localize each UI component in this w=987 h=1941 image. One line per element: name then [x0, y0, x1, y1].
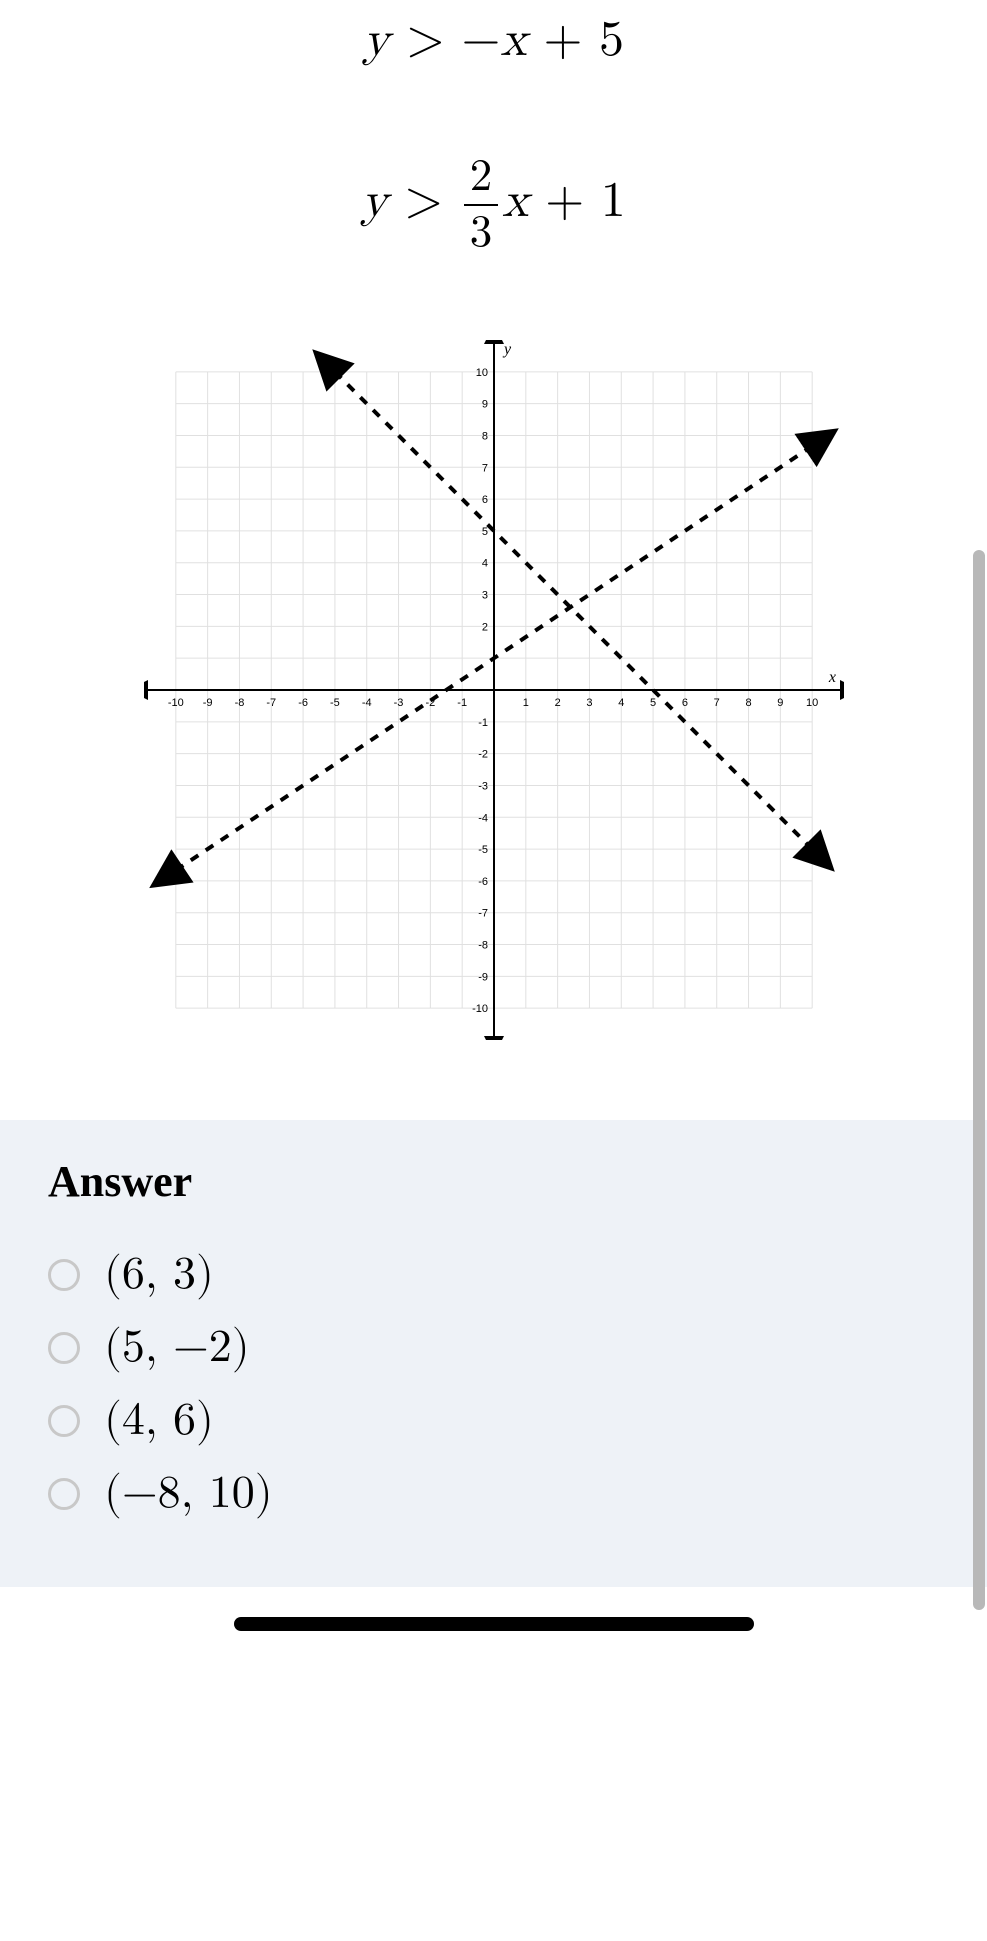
answer-heading: Answer — [48, 1156, 939, 1207]
svg-text:3: 3 — [481, 590, 487, 602]
svg-text:4: 4 — [618, 697, 624, 709]
answer-option-3[interactable]: (−8, 10) — [48, 1466, 939, 1521]
option-label: (−8, 10) — [104, 1466, 273, 1521]
scrollbar[interactable] — [973, 550, 985, 1610]
eq2-y: y — [361, 176, 387, 226]
svg-text:7: 7 — [713, 697, 719, 709]
coordinate-chart: -10 -9 -8 -7 -6 -5 -4 -3 -2 -1 1 2 3 4 5 6 7 8 9 10 -10 -9 -8 -… — [144, 340, 844, 1040]
svg-text:-8: -8 — [478, 940, 488, 952]
equation-1: y > −x + 5 — [40, 10, 947, 70]
svg-text:-9: -9 — [478, 971, 488, 983]
eq2-x: x — [502, 176, 528, 226]
option-label: (6, 3) — [104, 1247, 214, 1302]
eq2-frac-den: 3 — [464, 206, 499, 260]
svg-text:-2: -2 — [478, 749, 488, 761]
svg-text:2: 2 — [481, 621, 487, 633]
svg-text:5: 5 — [650, 697, 656, 709]
svg-text:5: 5 — [481, 526, 487, 538]
answer-option-0[interactable]: (6, 3) — [48, 1247, 939, 1302]
svg-text:7: 7 — [481, 462, 487, 474]
option-label: (4, 6) — [104, 1393, 214, 1448]
eq2-frac-num: 2 — [464, 150, 499, 206]
eq2-fraction: 2 3 — [464, 150, 499, 260]
answer-option-1[interactable]: (5, −2) — [48, 1320, 939, 1375]
svg-text:8: 8 — [745, 697, 751, 709]
svg-text:10: 10 — [806, 697, 818, 709]
svg-text:-1: -1 — [478, 717, 488, 729]
eq1-y: y — [363, 15, 389, 65]
svg-text:6: 6 — [481, 494, 487, 506]
svg-text:-9: -9 — [202, 697, 212, 709]
eq1-plus: + — [543, 15, 582, 65]
radio-icon[interactable] — [48, 1405, 80, 1437]
svg-text:2: 2 — [554, 697, 560, 709]
svg-text:-1: -1 — [457, 697, 467, 709]
radio-icon[interactable] — [48, 1478, 80, 1510]
svg-text:y: y — [502, 341, 512, 358]
svg-text:-4: -4 — [361, 697, 371, 709]
svg-text:9: 9 — [777, 697, 783, 709]
answer-option-2[interactable]: (4, 6) — [48, 1393, 939, 1448]
answer-section: Answer (6, 3) (5, −2) (4, 6) (−8, 10) — [0, 1120, 987, 1587]
eq1-gt: > — [406, 15, 445, 65]
svg-text:4: 4 — [481, 558, 487, 570]
eq1-x: x — [500, 15, 526, 65]
radio-icon[interactable] — [48, 1332, 80, 1364]
option-label: (5, −2) — [104, 1320, 250, 1375]
svg-text:-8: -8 — [234, 697, 244, 709]
svg-text:-10: -10 — [472, 1003, 488, 1015]
svg-text:1: 1 — [522, 697, 528, 709]
svg-text:x: x — [827, 669, 835, 686]
eq2-c: 1 — [601, 176, 626, 226]
equation-2: y > 2 3 x + 1 — [40, 150, 947, 260]
svg-text:-5: -5 — [330, 697, 340, 709]
svg-text:6: 6 — [681, 697, 687, 709]
eq1-c: 5 — [599, 15, 624, 65]
svg-text:-5: -5 — [478, 844, 488, 856]
eq2-gt: > — [404, 176, 443, 226]
svg-text:3: 3 — [586, 697, 592, 709]
svg-text:-7: -7 — [266, 697, 276, 709]
eq1-neg: − — [462, 15, 501, 65]
svg-text:-10: -10 — [167, 697, 183, 709]
svg-text:10: 10 — [475, 367, 487, 379]
radio-icon[interactable] — [48, 1259, 80, 1291]
svg-text:-6: -6 — [478, 876, 488, 888]
svg-text:-6: -6 — [298, 697, 308, 709]
svg-text:-4: -4 — [478, 812, 488, 824]
svg-text:-7: -7 — [478, 908, 488, 920]
svg-text:9: 9 — [481, 399, 487, 411]
svg-text:-3: -3 — [478, 780, 488, 792]
home-indicator[interactable] — [234, 1617, 754, 1631]
svg-text:8: 8 — [481, 430, 487, 442]
svg-text:-3: -3 — [393, 697, 403, 709]
eq2-plus: + — [545, 176, 584, 226]
